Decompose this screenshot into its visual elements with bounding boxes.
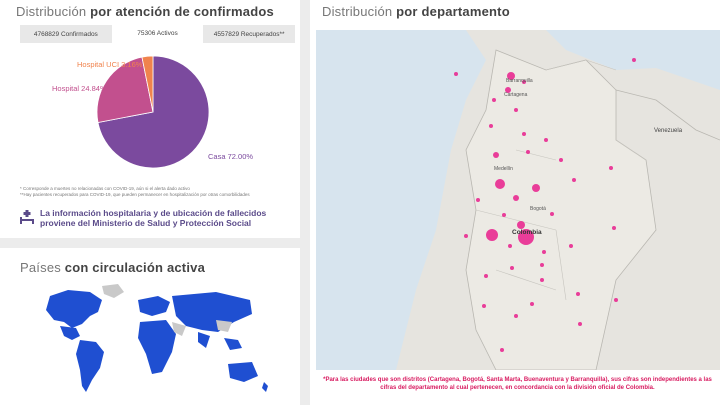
pacific-ocean: [316, 30, 486, 370]
department-marker[interactable]: [614, 298, 618, 302]
city-label-bogota: Bogotá: [530, 206, 546, 212]
hospital-bed-icon: [20, 210, 34, 224]
panel-title: Distribución por atención de confirmados: [16, 4, 274, 19]
colombia-map[interactable]: Barranquilla Cartagena Medellín Bogotá C…: [316, 30, 720, 370]
department-marker[interactable]: [482, 304, 486, 308]
department-marker[interactable]: [532, 184, 540, 192]
department-marker[interactable]: [550, 212, 554, 216]
department-marker[interactable]: [486, 229, 498, 241]
department-marker[interactable]: [502, 213, 506, 217]
tab-confirmados[interactable]: 4768829 Confirmados: [20, 25, 112, 43]
status-tabs: 4768829 Confirmados 75306 Activos 455782…: [20, 25, 296, 43]
pie-slice-casa[interactable]: [97, 55, 210, 169]
department-marker[interactable]: [612, 226, 616, 230]
department-marker[interactable]: [476, 198, 480, 202]
label-hospital-uci: Hospital UCI 3.16%: [77, 60, 143, 69]
footnote-2: **Hay pacientes recuperados para COVID-1…: [20, 192, 250, 197]
city-label-medellin: Medellín: [494, 166, 513, 172]
colombia-shape: [465, 49, 657, 370]
new-zealand-shape: [262, 382, 268, 392]
title-bold: con circulación activa: [64, 260, 205, 275]
title-prefix: Países: [20, 260, 61, 275]
europe-shape: [138, 296, 170, 316]
central-america-shape: [60, 326, 80, 340]
department-marker[interactable]: [495, 179, 505, 189]
pie-slice-hospital-uci[interactable]: [141, 55, 154, 113]
department-marker[interactable]: [513, 195, 519, 201]
world-map[interactable]: [20, 282, 280, 402]
panel-title: Distribución por departamento: [322, 4, 510, 19]
map-footnote: *Para las ciudades que son distritos (Ca…: [323, 377, 712, 391]
department-marker[interactable]: [526, 150, 530, 154]
department-marker[interactable]: [510, 266, 514, 270]
info-note: La información hospitalaria y de ubicaci…: [20, 208, 295, 228]
department-borders: [475, 59, 647, 301]
country-label-venezuela: Venezuela: [654, 128, 683, 134]
department-marker[interactable]: [493, 152, 499, 158]
department-marker[interactable]: [544, 138, 548, 142]
north-america-shape: [46, 290, 102, 328]
city-label-barranquilla: Barranquilla: [506, 78, 533, 84]
info-text: La información hospitalaria y de ubicaci…: [40, 208, 267, 228]
department-marker[interactable]: [514, 314, 518, 318]
panel-title: Países con circulación activa: [20, 260, 205, 275]
countries-panel: Países con circulación activa: [0, 248, 300, 405]
department-marker[interactable]: [514, 108, 518, 112]
china-inactive-shape: [216, 320, 232, 332]
department-marker[interactable]: [507, 72, 515, 80]
map-svg: [316, 30, 720, 370]
venezuela-border: [615, 89, 720, 141]
department-marker[interactable]: [508, 244, 512, 248]
pie-chart: Hospital UCI 3.16% Hospital 24.84% Casa …: [20, 46, 295, 176]
label-hospital: Hospital 24.84%: [52, 84, 107, 93]
confirmed-distribution-panel: Distribución por atención de confirmados…: [0, 0, 300, 238]
title-prefix: Distribución: [322, 4, 393, 19]
pie-slice-hospital[interactable]: [96, 56, 154, 123]
department-marker[interactable]: [540, 263, 544, 267]
middle-east-shape: [172, 322, 186, 336]
department-panel: Distribución por departamento Barranquil…: [310, 0, 720, 405]
department-marker[interactable]: [578, 322, 582, 326]
department-marker[interactable]: [484, 274, 488, 278]
department-marker[interactable]: [489, 124, 493, 128]
department-marker[interactable]: [517, 221, 525, 229]
department-marker[interactable]: [609, 166, 613, 170]
department-marker[interactable]: [542, 250, 546, 254]
footnotes: * Corresponde a muertes no relacionadas …: [20, 186, 250, 198]
tab-activos[interactable]: 75306 Activos: [111, 25, 204, 43]
country-label-colombia: Colombia: [512, 229, 542, 236]
department-marker[interactable]: [632, 58, 636, 62]
label-casa: Casa 72.00%: [208, 152, 254, 161]
department-marker[interactable]: [569, 244, 573, 248]
title-bold: por departamento: [396, 4, 510, 19]
department-marker[interactable]: [518, 229, 534, 245]
department-marker[interactable]: [572, 178, 576, 182]
south-america-shape: [76, 340, 104, 392]
pie-svg: [96, 55, 210, 169]
southeast-asia-shape: [224, 338, 242, 350]
department-marker[interactable]: [530, 302, 534, 306]
caribbean-sea: [466, 30, 720, 90]
city-label-cartagena: Cartagena: [504, 92, 528, 98]
department-marker[interactable]: [464, 234, 468, 238]
department-marker[interactable]: [522, 80, 526, 84]
department-marker[interactable]: [559, 158, 563, 162]
tab-recuperados[interactable]: 4557829 Recuperados**: [203, 25, 296, 43]
department-marker[interactable]: [500, 348, 504, 352]
department-marker[interactable]: [505, 87, 511, 93]
department-marker[interactable]: [576, 292, 580, 296]
africa-shape: [138, 320, 176, 374]
title-bold: por atención de confirmados: [90, 4, 274, 19]
india-shape: [198, 332, 210, 348]
department-marker[interactable]: [522, 132, 526, 136]
department-marker[interactable]: [454, 72, 458, 76]
department-marker[interactable]: [492, 98, 496, 102]
australia-shape: [228, 362, 258, 382]
footnote-1: * Corresponde a muertes no relacionadas …: [20, 186, 190, 191]
greenland-shape: [102, 284, 124, 298]
department-marker[interactable]: [540, 278, 544, 282]
title-prefix: Distribución: [16, 4, 87, 19]
